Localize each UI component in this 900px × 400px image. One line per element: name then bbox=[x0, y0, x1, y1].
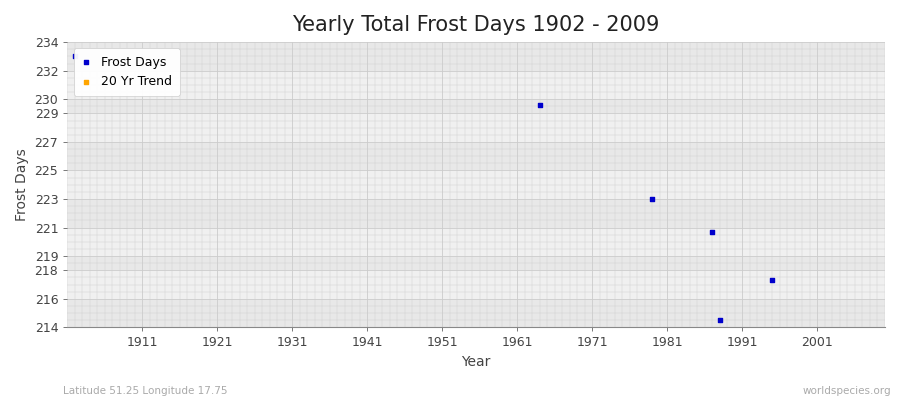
Bar bbox=[68, 170, 885, 199]
Bar bbox=[68, 71, 885, 99]
Y-axis label: Frost Days: Frost Days bbox=[15, 148, 29, 221]
Bar bbox=[68, 99, 885, 114]
Bar bbox=[68, 228, 885, 256]
Frost Days bbox=[645, 196, 660, 202]
Frost Days bbox=[765, 277, 779, 284]
Bar bbox=[68, 256, 885, 270]
Title: Yearly Total Frost Days 1902 - 2009: Yearly Total Frost Days 1902 - 2009 bbox=[292, 15, 660, 35]
Frost Days bbox=[713, 317, 727, 324]
Bar bbox=[68, 142, 885, 170]
Legend: Frost Days, 20 Yr Trend: Frost Days, 20 Yr Trend bbox=[74, 48, 180, 96]
Text: worldspecies.org: worldspecies.org bbox=[803, 386, 891, 396]
Frost Days bbox=[533, 102, 547, 108]
Bar bbox=[68, 199, 885, 228]
Bar bbox=[68, 114, 885, 142]
Text: Latitude 51.25 Longitude 17.75: Latitude 51.25 Longitude 17.75 bbox=[63, 386, 228, 396]
Bar bbox=[68, 299, 885, 328]
Bar bbox=[68, 42, 885, 71]
Bar bbox=[68, 270, 885, 299]
Frost Days bbox=[706, 229, 720, 235]
Frost Days bbox=[68, 53, 82, 60]
X-axis label: Year: Year bbox=[462, 355, 490, 369]
